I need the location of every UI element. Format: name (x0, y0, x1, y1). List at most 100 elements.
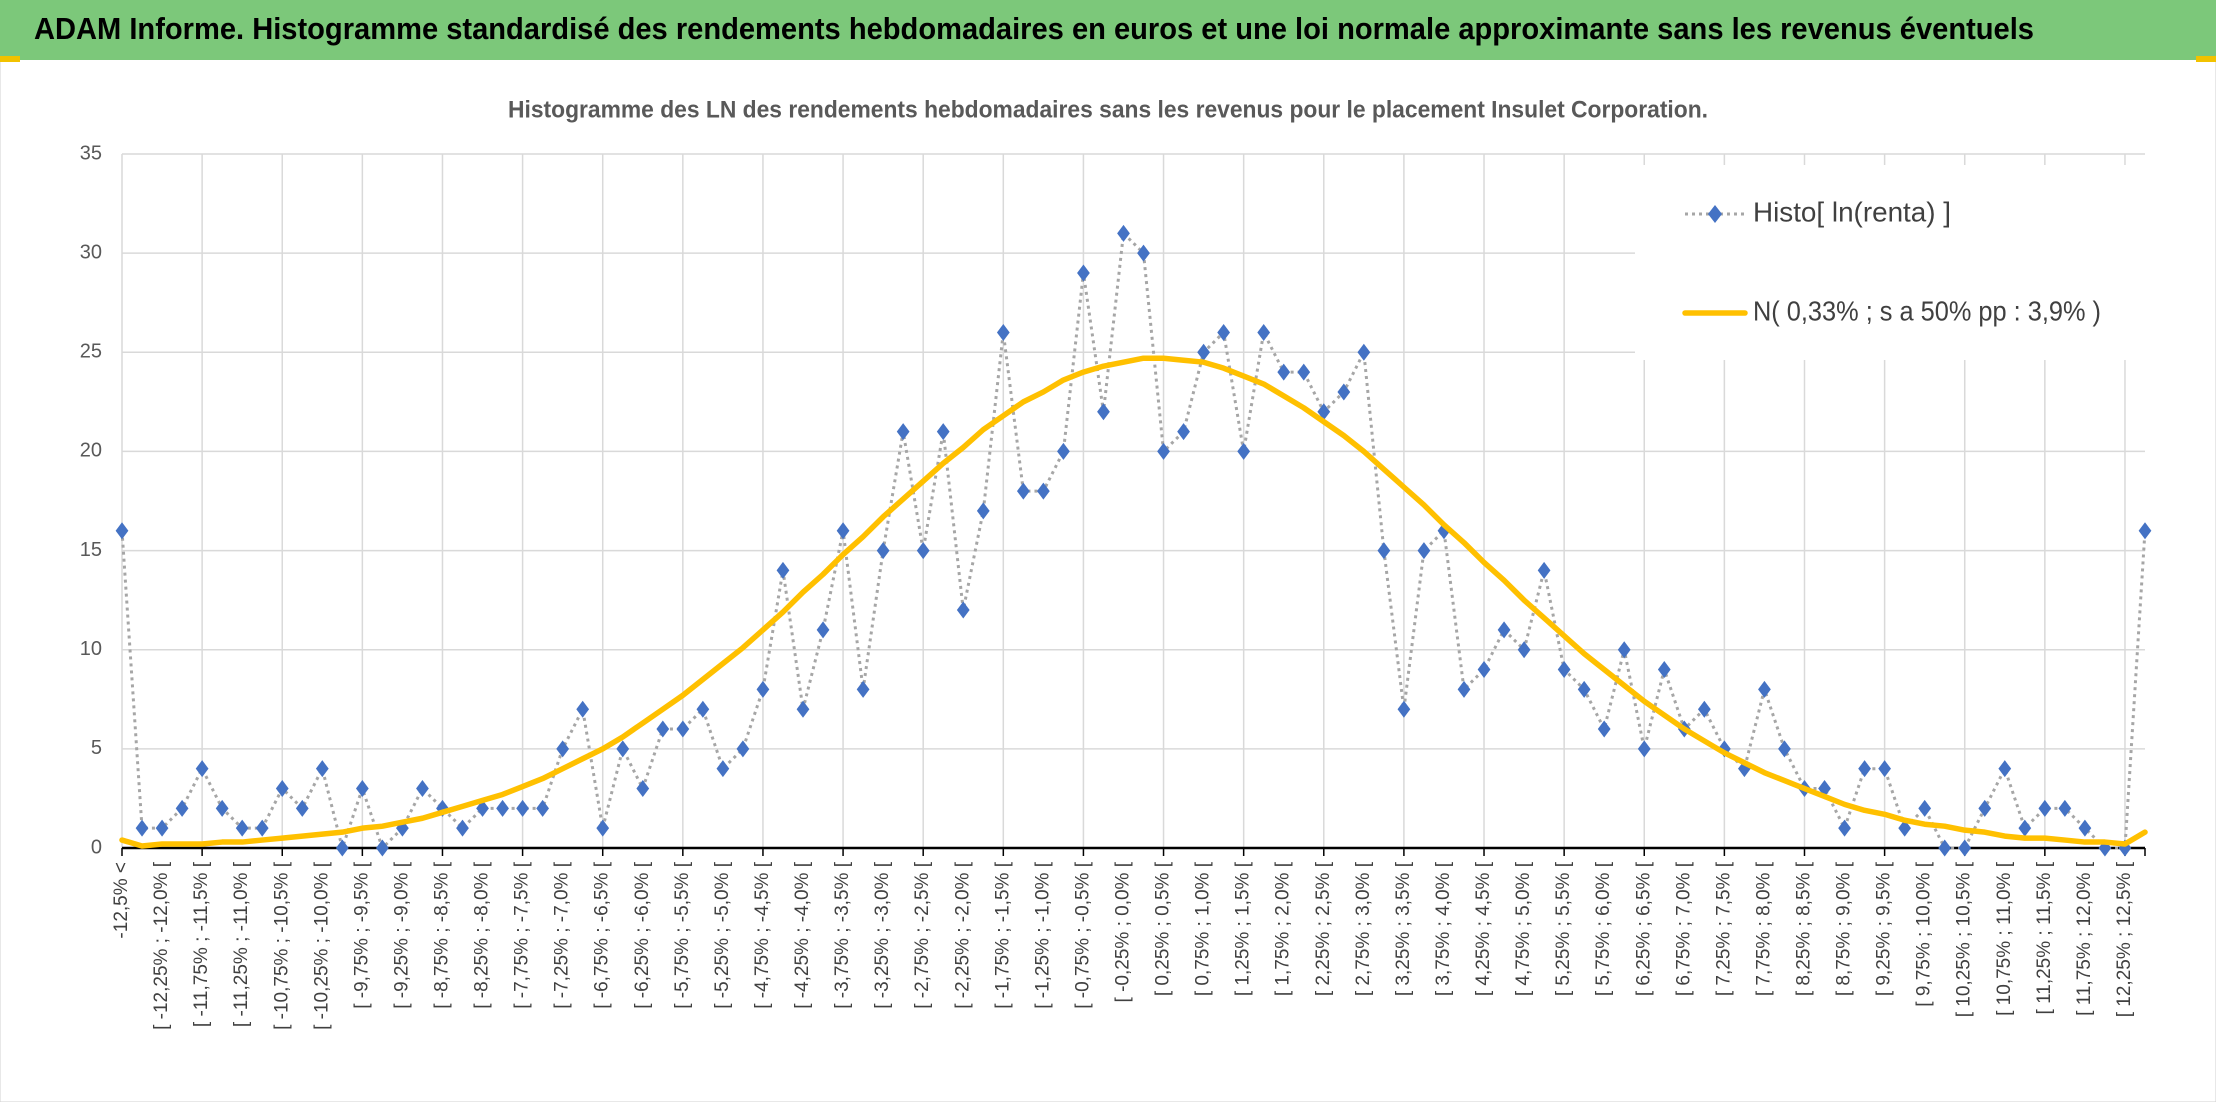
marker (1357, 343, 1371, 361)
x-tick-label: [ 7,75% ; 8,0% [ (1753, 861, 1774, 996)
marker (1758, 680, 1771, 698)
marker (1778, 740, 1791, 758)
legend-box (1635, 165, 2205, 360)
x-tick-label: [ -9,75% ; -9,5% [ (351, 861, 372, 1009)
x-tick-label: [ 3,25% ; 3,5% [ (1393, 861, 1414, 996)
marker (1838, 819, 1851, 837)
marker (956, 601, 970, 619)
legend-label: N( 0,33% ; s a 50% pp : 3,9% ) (1753, 295, 2101, 326)
marker (836, 522, 850, 540)
marker (916, 542, 930, 560)
x-tick-label: [ -7,25% ; -7,0% [ (552, 861, 573, 1009)
x-tick-label: [ -5,75% ; -5,5% [ (672, 861, 693, 1009)
x-tick-label: -12,5% < (111, 862, 132, 939)
y-tick-label: 25 (80, 341, 102, 363)
marker (1457, 680, 1471, 698)
marker (1657, 661, 1671, 679)
marker (1057, 442, 1070, 460)
corner-mark (2196, 56, 2216, 62)
marker (1097, 403, 1110, 421)
x-tick-label: [ 2,75% ; 3,0% [ (1353, 861, 1374, 996)
marker (2078, 819, 2092, 837)
marker (1016, 482, 1030, 500)
x-tick-label: [ 5,75% ; 6,0% [ (1593, 861, 1614, 996)
marker (596, 819, 610, 837)
y-tick-label: 35 (80, 142, 102, 164)
marker (1557, 661, 1571, 679)
marker (2138, 522, 2152, 540)
marker (736, 740, 750, 758)
marker (295, 799, 309, 817)
marker (115, 522, 129, 540)
x-tick-label: [ 8,25% ; 8,5% [ (1794, 861, 1815, 996)
x-tick-label: [ -11,75% ; -11,5% [ (191, 861, 212, 1027)
x-tick-label: [ -12,25% ; -12,0% [ (151, 861, 172, 1030)
marker (1998, 760, 2012, 778)
marker (1257, 323, 1271, 341)
x-tick-label: [ -4,25% ; -4,0% [ (792, 861, 813, 1009)
marker (1217, 323, 1231, 341)
marker (1918, 799, 1932, 817)
x-tick-label: [ 1,75% ; 2,0% [ (1273, 861, 1294, 996)
x-tick-label: [ 4,75% ; 5,0% [ (1513, 861, 1534, 996)
marker (1397, 700, 1411, 718)
marker (1036, 482, 1050, 500)
marker (776, 561, 790, 579)
marker (1177, 423, 1190, 441)
x-tick-label: [ -8,25% ; -8,0% [ (472, 861, 493, 1009)
marker (135, 819, 149, 837)
marker (536, 799, 549, 817)
series-line (119, 355, 2148, 849)
marker (155, 819, 169, 837)
marker (1938, 839, 1952, 857)
marker (1137, 244, 1150, 262)
marker (1617, 641, 1631, 659)
legend-swatch (1708, 205, 1722, 223)
marker (576, 700, 590, 718)
header-title: ADAM Informe. Histogramme standardisé de… (34, 11, 2034, 46)
marker (896, 423, 910, 441)
x-tick-label: [ -5,25% ; -5,0% [ (712, 861, 733, 1009)
marker (1337, 383, 1351, 401)
header-bar (0, 0, 2216, 60)
marker (315, 760, 329, 778)
x-tick-label: [ 0,25% ; 0,5% [ (1153, 861, 1174, 996)
marker (1277, 363, 1291, 381)
x-tick-label: [ -3,75% ; -3,5% [ (832, 861, 853, 1009)
marker (876, 542, 890, 560)
x-tick-label: [ 9,25% ; 9,5% [ (1874, 861, 1895, 996)
x-tick-label: [ 11,25% ; 11,5% [ (2034, 861, 2055, 1014)
y-tick-label: 20 (80, 440, 102, 462)
marker (1597, 720, 1611, 738)
marker (1157, 442, 1170, 460)
corner-mark (0, 56, 20, 62)
y-tick-label: 15 (80, 539, 102, 561)
x-tick-label: [ 12,25% ; 12,5% [ (2114, 861, 2135, 1017)
marker (1577, 680, 1591, 698)
x-tick-label: [ -10,75% ; -10,5% [ (271, 861, 292, 1030)
marker (335, 839, 349, 857)
marker (195, 760, 209, 778)
x-tick-label: [ 3,75% ; 4,0% [ (1433, 861, 1454, 996)
marker (1477, 661, 1491, 679)
marker (696, 700, 710, 718)
x-tick-label: [ -10,25% ; -10,0% [ (311, 861, 332, 1030)
x-tick-label: [ 4,25% ; 4,5% [ (1473, 861, 1494, 996)
marker (2058, 799, 2072, 817)
x-tick-label: [ -7,75% ; -7,5% [ (512, 861, 533, 1009)
x-tick-label: [ 11,75% ; 12,0% [ (2074, 861, 2095, 1016)
marker (355, 780, 369, 798)
x-tick-label: [ -0,75% ; -0,5% [ (1072, 861, 1093, 1009)
x-tick-label: [ 5,25% ; 5,5% [ (1553, 861, 1574, 996)
marker (716, 760, 730, 778)
marker (275, 780, 289, 798)
y-tick-label: 30 (80, 241, 102, 263)
marker (996, 323, 1010, 341)
x-tick-label: [ -11,25% ; -11,0% [ (231, 861, 252, 1027)
marker (1497, 621, 1511, 639)
marker (175, 799, 189, 817)
x-tick-label: [ -6,75% ; -6,5% [ (592, 861, 613, 1009)
marker (1077, 264, 1090, 282)
x-tick-label: [ -1,25% ; -1,0% [ (1032, 861, 1053, 1009)
